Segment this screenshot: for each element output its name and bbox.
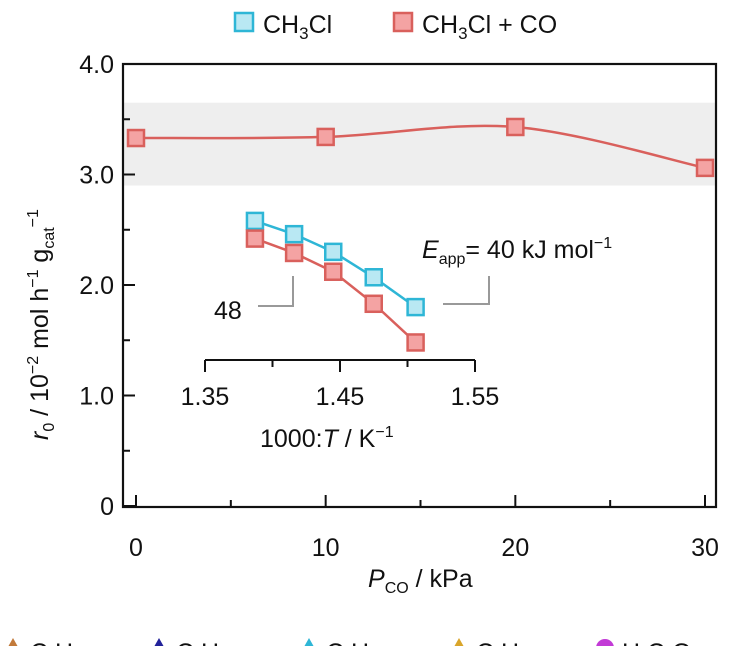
data-point-inset (364, 268, 383, 287)
x-tick-label: 0 (129, 534, 143, 562)
data-point-main (506, 117, 525, 137)
legend: CH3Cl CH3Cl + CO (233, 11, 557, 43)
bottom-legend-marker (8, 638, 18, 646)
eapp-annotation: Eapp= 40 kJ mol−1 (422, 235, 612, 268)
bottom-legend-partial: C HC HC HC HH C O (8, 638, 691, 646)
y-tick-label: 1.0 (79, 383, 114, 411)
y-tick-label: 4.0 (79, 51, 114, 79)
bottom-legend-marker (454, 638, 464, 646)
x-tick-label: 20 (501, 534, 529, 562)
y-tick-label: 0 (100, 493, 114, 521)
left-annotation-bracket (258, 276, 294, 307)
eapp-annotation-bracket (443, 276, 490, 305)
data-point-inset (245, 229, 265, 248)
data-point-inset (284, 243, 304, 263)
shaded-band (124, 102, 715, 186)
inset-x-axis-label: 1000:T / K−1 (260, 424, 394, 453)
inset-series (245, 211, 425, 352)
data-point-inset (364, 294, 383, 314)
data-point-inset (324, 242, 343, 262)
bottom-legend-label: C H (176, 639, 219, 646)
data-point-main (316, 127, 335, 147)
y-axis-label: r0 / 10−2 mol h−1 gcat−1 (25, 209, 58, 440)
y-tick-label: 3.0 (79, 162, 114, 190)
y-tick-label: 2.0 (79, 272, 114, 300)
series-line-main (135, 124, 706, 170)
data-point-inset (245, 211, 265, 231)
legend-label-ch3cl: CH3Cl (263, 11, 332, 43)
bottom-legend-label: H C O (622, 639, 691, 646)
bottom-legend-label: C H (326, 639, 369, 646)
legend-label-ch3cl-co: CH3Cl + CO (422, 11, 557, 43)
x-tick-label: 10 (312, 534, 340, 562)
bottom-legend-label: C H (476, 639, 519, 646)
inset-chart: 1.35 1.45 1.55 1000:T / K−1 48 Eapp= 40 kJ… (181, 211, 612, 453)
legend-marker-ch3cl-co (392, 11, 414, 33)
legend-marker-ch3cl (233, 11, 255, 33)
bottom-legend-label: C H (30, 639, 73, 646)
x-axis-label: PCO / kPa (368, 565, 473, 597)
main-series (126, 117, 715, 178)
data-point-main (126, 128, 146, 148)
bottom-legend-marker (596, 639, 614, 646)
data-point-inset (406, 297, 425, 317)
bottom-legend-marker (304, 638, 314, 646)
inset-x-tick-label: 1.55 (451, 383, 500, 411)
inset-ticks: 1.35 1.45 1.55 (181, 360, 500, 411)
inset-x-tick-label: 1.35 (181, 383, 230, 411)
left-annotation-value: 48 (214, 297, 242, 325)
data-point-main (695, 158, 715, 178)
x-tick-label: 30 (691, 534, 719, 562)
main-ticks: 0 1.0 2.0 3.0 4.0 0 10 20 30 (79, 51, 719, 562)
inset-x-tick-label: 1.45 (316, 383, 365, 411)
data-point-inset (284, 224, 304, 244)
data-point-inset (324, 262, 343, 281)
data-point-inset (406, 333, 425, 352)
bottom-legend-marker (154, 638, 164, 646)
